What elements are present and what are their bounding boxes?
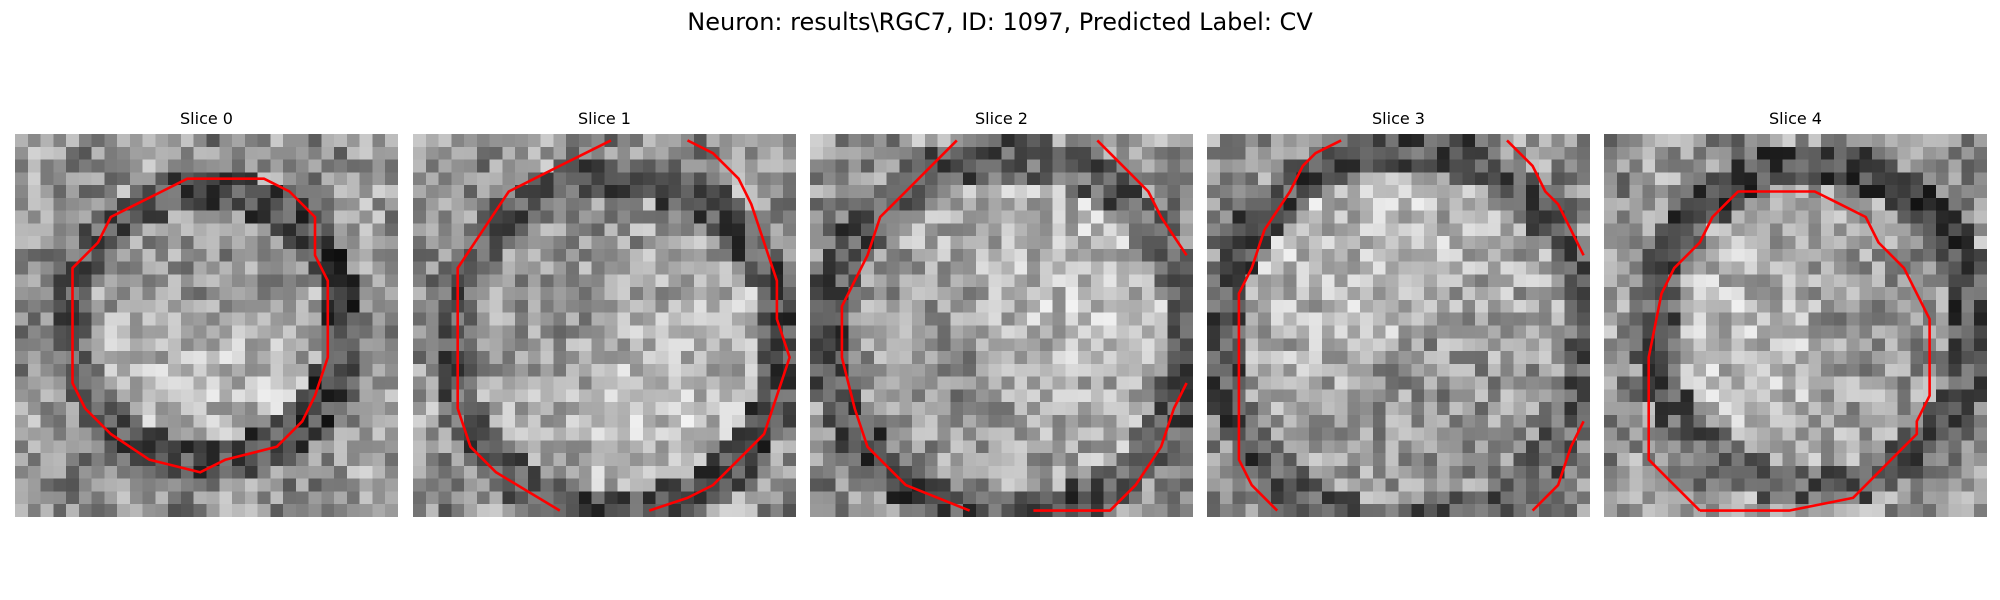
- slice-title-0: Slice 0: [180, 109, 233, 128]
- slice-image-1: [413, 134, 796, 517]
- slice-image-3: [1207, 134, 1590, 517]
- contour-line: [1647, 190, 1931, 512]
- slice-panel-0: Slice 0: [15, 108, 398, 517]
- contour-line: [648, 139, 791, 512]
- slice-image-2: [810, 134, 1193, 517]
- slice-panel-3: Slice 3: [1207, 108, 1590, 517]
- contour-line: [456, 139, 612, 512]
- contour-line: [1033, 382, 1188, 512]
- slice-panel-1: Slice 1: [413, 108, 796, 517]
- contour-line: [71, 177, 330, 474]
- contour-line: [1531, 420, 1585, 512]
- slice-title-2: Slice 2: [975, 109, 1028, 128]
- slice-panel-4: Slice 4: [1604, 108, 1987, 517]
- slice-title-4: Slice 4: [1769, 109, 1822, 128]
- slice-title-1: Slice 1: [578, 109, 631, 128]
- slice-panel-2: Slice 2: [810, 108, 1193, 517]
- slice-image-4: [1604, 134, 1987, 517]
- contour-line: [1237, 139, 1342, 512]
- contour-line: [1506, 139, 1585, 256]
- figure-title: Neuron: results\RGC7, ID: 1097, Predicte…: [687, 8, 1313, 36]
- slice-title-3: Slice 3: [1372, 109, 1425, 128]
- contour-line: [1096, 139, 1188, 257]
- contour-line: [840, 139, 971, 512]
- slice-image-0: [15, 134, 398, 517]
